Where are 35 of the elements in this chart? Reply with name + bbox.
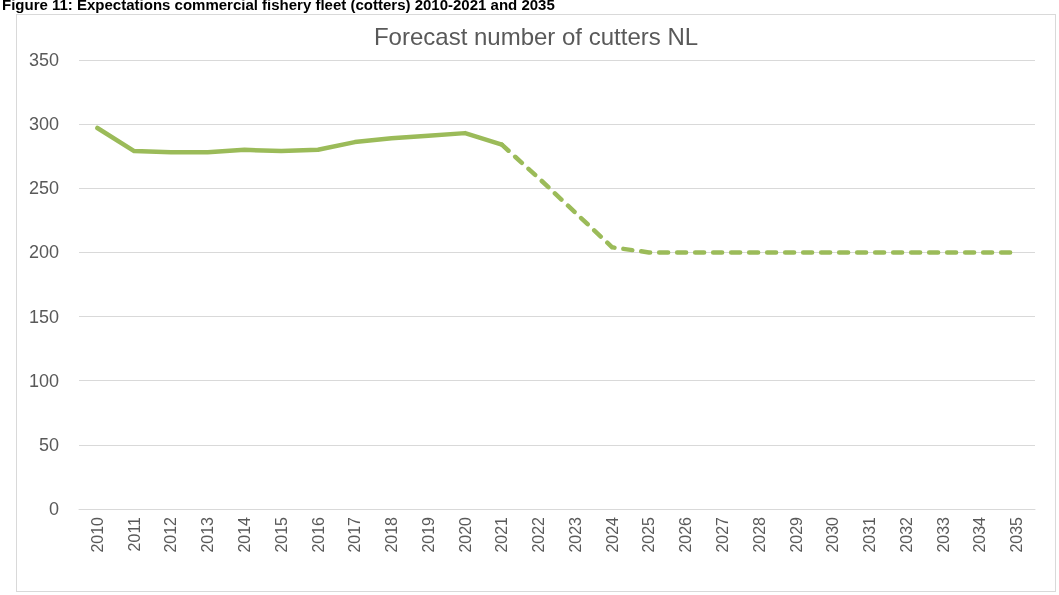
y-tick-label: 250 bbox=[28, 178, 59, 199]
x-tick-label: 2019 bbox=[419, 516, 437, 553]
x-tick-label: 2022 bbox=[530, 516, 548, 553]
x-tick-label: 2031 bbox=[861, 516, 879, 553]
x-tick-label: 2035 bbox=[1008, 516, 1026, 553]
y-tick-label: 50 bbox=[38, 434, 59, 455]
x-tick-label: 2034 bbox=[971, 516, 989, 553]
x-tick-label: 2010 bbox=[88, 516, 106, 553]
y-tick-label: 100 bbox=[28, 370, 59, 391]
x-tick-label: 2013 bbox=[199, 516, 217, 553]
x-tick-label: 2020 bbox=[456, 516, 474, 553]
x-tick-label: 2011 bbox=[125, 516, 143, 552]
x-tick-label: 2025 bbox=[640, 516, 658, 553]
x-tick-label: 2029 bbox=[787, 516, 805, 553]
x-tick-label: 2017 bbox=[346, 516, 364, 553]
y-tick-label: 150 bbox=[28, 306, 59, 327]
x-tick-label: 2015 bbox=[272, 516, 290, 553]
x-tick-label: 2028 bbox=[750, 516, 768, 553]
x-tick-label: 2018 bbox=[383, 516, 401, 553]
x-tick-label: 2021 bbox=[493, 516, 511, 553]
x-tick-label: 2026 bbox=[677, 516, 695, 553]
x-tick-label: 2024 bbox=[603, 516, 621, 553]
x-tick-label: 2023 bbox=[566, 516, 584, 553]
x-tick-label: 2014 bbox=[235, 516, 253, 553]
chart-title: Forecast number of cutters NL bbox=[373, 22, 699, 50]
y-tick-label: 200 bbox=[28, 242, 59, 263]
y-tick-label: 0 bbox=[48, 499, 59, 519]
x-tick-label: 2027 bbox=[713, 516, 731, 553]
y-tick-label: 350 bbox=[28, 50, 59, 70]
x-tick-label: 2016 bbox=[309, 516, 327, 553]
x-tick-label: 2012 bbox=[162, 516, 180, 553]
x-tick-label: 2032 bbox=[897, 516, 915, 553]
y-tick-label: 300 bbox=[28, 114, 59, 135]
x-tick-label: 2033 bbox=[934, 516, 952, 553]
x-tick-label: 2030 bbox=[824, 516, 842, 553]
